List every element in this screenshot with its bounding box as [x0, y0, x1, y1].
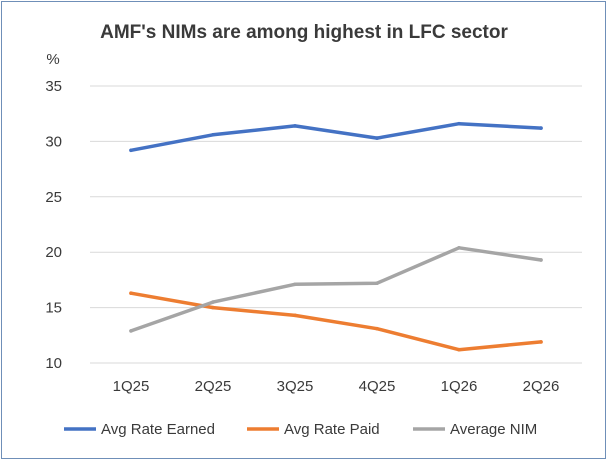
y-tick-label: 15: [45, 300, 62, 317]
x-axis-ticks: 1Q25 2Q25 3Q25 4Q25 1Q26 2Q26: [113, 378, 560, 395]
y-tick-label: 30: [45, 133, 62, 150]
data-point: [129, 148, 133, 153]
series-line-2: [129, 291, 543, 352]
legend: Avg Rate Earned Avg Rate Paid Average NIM: [64, 421, 537, 438]
series-lines: [129, 121, 543, 352]
x-tick-label: 3Q25: [277, 378, 314, 395]
x-tick-label: 1Q25: [113, 378, 150, 395]
data-point: [375, 136, 379, 140]
data-point: [539, 258, 543, 262]
y-axis-label: %: [46, 51, 59, 68]
legend-item: Avg Rate Paid: [247, 421, 380, 438]
series-line-1: [129, 121, 543, 153]
y-tick-label: 10: [45, 355, 62, 372]
series-line-3: [129, 246, 543, 333]
data-point: [129, 291, 133, 295]
data-point: [539, 340, 543, 344]
y-tick-label: 35: [45, 78, 62, 95]
y-tick-label: 20: [45, 244, 62, 261]
x-tick-label: 2Q26: [523, 378, 560, 395]
y-tick-label: 25: [45, 189, 62, 206]
legend-label: Avg Rate Earned: [101, 421, 215, 438]
data-point: [457, 121, 461, 126]
legend-label: Avg Rate Paid: [284, 421, 380, 438]
data-point: [375, 326, 379, 331]
data-point: [457, 245, 461, 250]
legend-item: Avg Rate Earned: [64, 421, 215, 438]
data-point: [211, 132, 215, 137]
legend-item: Average NIM: [413, 421, 537, 438]
data-point: [211, 300, 215, 304]
chart-title: AMF's NIMs are among highest in LFC sect…: [100, 22, 508, 43]
x-tick-label: 2Q25: [195, 378, 232, 395]
data-point: [293, 282, 297, 287]
data-point: [129, 329, 133, 333]
data-point: [457, 347, 461, 352]
data-point: [211, 305, 215, 310]
y-axis-ticks: 10 15 20 25 30 35: [45, 78, 62, 372]
x-tick-label: 4Q25: [359, 378, 396, 395]
data-point: [375, 281, 379, 286]
data-point: [539, 126, 543, 130]
data-point: [293, 313, 297, 318]
x-tick-label: 1Q26: [441, 378, 478, 395]
legend-label: Average NIM: [450, 421, 537, 438]
data-point: [293, 124, 297, 128]
